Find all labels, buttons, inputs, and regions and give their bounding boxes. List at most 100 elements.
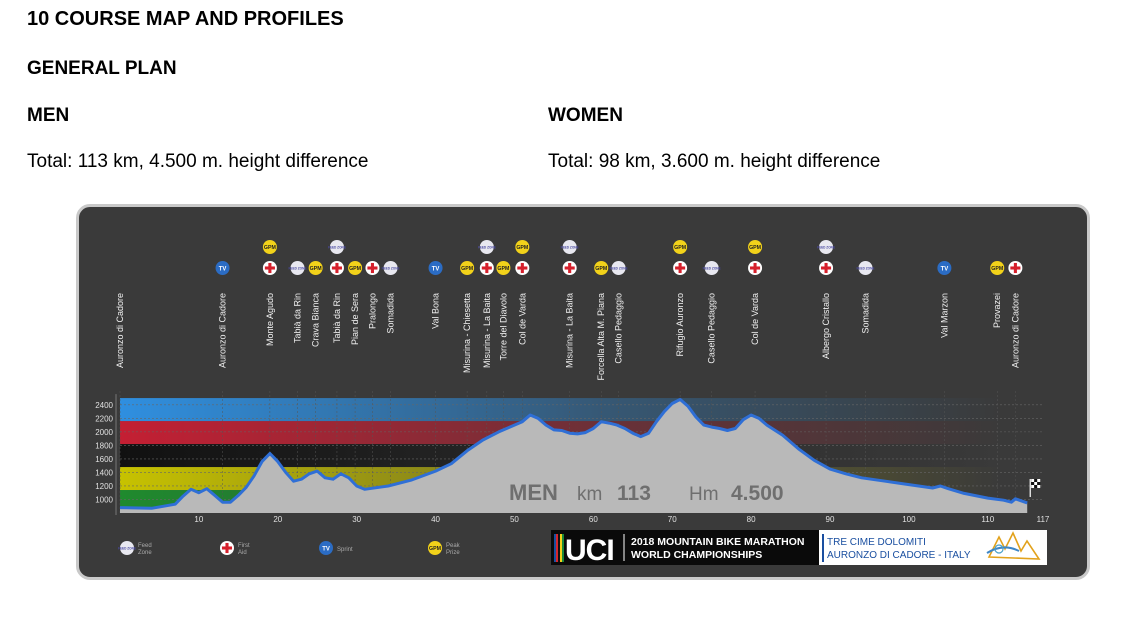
svg-text:TV: TV — [432, 267, 440, 273]
svg-text:TV: TV — [219, 267, 227, 273]
profile-area — [120, 399, 1028, 513]
flag-square — [1034, 479, 1038, 482]
location-label: Val Marzon — [939, 293, 949, 338]
y-tick-label: 1800 — [95, 441, 113, 450]
y-tick-label: 2400 — [95, 401, 113, 410]
y-tick-label: 2000 — [95, 428, 113, 437]
flag-square — [1037, 479, 1041, 482]
tv-icon: TV — [428, 261, 443, 275]
tv-icon: TV — [215, 261, 230, 275]
gpm-icon: GPM — [673, 240, 688, 254]
svg-text:FEED ZONE: FEED ZONE — [289, 267, 307, 271]
profile-overlay-label: MEN km 113 Hm 4.500 — [509, 480, 784, 505]
y-tick-label: 1600 — [95, 455, 113, 464]
x-tick-label: 20 — [273, 515, 282, 524]
overlay-text-2: 113 — [617, 482, 651, 505]
location-label: Pralongo — [367, 293, 377, 329]
section-heading: GENERAL PLAN — [27, 58, 177, 79]
location-label: Misurina - La Baita — [565, 293, 575, 368]
aid-icon — [365, 261, 380, 275]
location-label: Monte Agudo — [265, 293, 275, 346]
y-tick-label: 1200 — [95, 482, 113, 491]
gpm-icon: GPM — [428, 541, 442, 555]
svg-text:GPM: GPM — [749, 245, 762, 251]
location-label: Crava Bianca — [311, 293, 321, 347]
y-tick-label: 1000 — [95, 495, 113, 504]
gpm-icon: GPM — [515, 240, 530, 254]
x-tick-label: 70 — [668, 515, 677, 524]
svg-text:FEED ZONE: FEED ZONE — [703, 267, 721, 271]
svg-text:FEED ZONE: FEED ZONE — [817, 246, 835, 250]
aid-icon — [329, 261, 344, 275]
location-label: Provazei — [992, 293, 1002, 328]
location-label: Somadida — [386, 293, 396, 334]
gpm-icon: GPM — [748, 240, 763, 254]
location-label: Auronzo di Cadore — [1010, 293, 1020, 368]
gpm-icon: GPM — [496, 261, 511, 275]
legend-label: Sprint — [337, 547, 353, 553]
flag-square — [1037, 482, 1041, 485]
location-label: Pian de Sera — [350, 293, 360, 345]
svg-text:FEED ZONE: FEED ZONE — [382, 267, 400, 271]
legend-label: First — [238, 543, 250, 549]
gpm-icon: GPM — [348, 261, 363, 275]
x-tick-label: 50 — [510, 515, 519, 524]
x-tick-label: 117 — [1037, 515, 1050, 524]
aid-icon — [262, 261, 277, 275]
women-total: Total: 98 km, 3.600 m. height difference — [548, 151, 881, 172]
svg-text:FEED ZONE: FEED ZONE — [478, 246, 496, 250]
svg-text:GPM: GPM — [429, 546, 442, 552]
feed-icon: FEED ZONE — [289, 261, 307, 275]
host-line2: AURONZO DI CADORE - ITALY — [827, 550, 971, 561]
tre-cime-emblem-icon — [986, 531, 1041, 560]
flag-square — [1031, 485, 1035, 488]
location-group: Auronzo di Cadore Auronzo di Cadore TV Mont… — [115, 240, 1023, 381]
svg-text:GPM: GPM — [674, 245, 687, 251]
uci-logo: UCI — [565, 534, 614, 567]
elevation-profile-chart: 1000 1200 1400 1600 1800 2000 2200 2400 10 20 30 40… — [95, 240, 1050, 567]
tv-icon: TV — [319, 541, 333, 555]
rainbow-stripe — [554, 534, 556, 562]
rainbow-stripe — [556, 534, 558, 562]
legend-label: Feed — [138, 543, 152, 549]
location-label: Val Bona — [431, 293, 441, 329]
location-label: Col de Varda — [750, 293, 760, 345]
location-label: Misurina - La Baita — [482, 293, 492, 368]
location-label: Tabià da Rin — [293, 293, 303, 343]
svg-text:GPM: GPM — [461, 266, 474, 272]
page-heading: 10 COURSE MAP AND PROFILES — [27, 8, 344, 30]
rainbow-stripe — [560, 534, 562, 562]
location-label: Casello Pedaggio — [707, 293, 717, 364]
location-label: Auronzo di Cadore — [115, 293, 125, 368]
elevation-band — [120, 398, 1003, 422]
svg-text:GPM: GPM — [349, 266, 362, 272]
event-title-line2: WORLD CHAMPIONSHIPS — [631, 549, 762, 561]
aid-icon — [1008, 261, 1023, 275]
location-label: Auronzo di Cadore — [218, 293, 228, 368]
legend-label: Prize — [446, 550, 460, 556]
x-tick-label: 40 — [431, 515, 440, 524]
svg-text:FEED ZONE: FEED ZONE — [857, 267, 875, 271]
legend-label: Aid — [238, 550, 247, 556]
flag-square — [1034, 482, 1038, 485]
aid-icon — [673, 261, 688, 275]
svg-text:GPM: GPM — [310, 266, 323, 272]
x-tick-label: 30 — [352, 515, 361, 524]
women-label: WOMEN — [548, 105, 623, 126]
x-tick-label: 90 — [826, 515, 835, 524]
svg-text:FEED ZONE: FEED ZONE — [328, 246, 346, 250]
rainbow-stripe — [558, 534, 560, 562]
host-accent — [822, 534, 824, 562]
host-line1: TRE CIME DOLOMITI — [827, 537, 926, 548]
location-label: Rifugio Auronzo — [675, 293, 685, 357]
aid-icon — [562, 261, 577, 275]
location-label: Col de Varda — [517, 293, 527, 345]
event-title-line1: 2018 MOUNTAIN BIKE MARATHON — [631, 536, 804, 548]
finish-flag-icon — [1031, 479, 1041, 488]
men-total: Total: 113 km, 4.500 m. height differenc… — [27, 151, 369, 172]
gpm-icon: GPM — [262, 240, 277, 254]
overlay-text-3: Hm — [689, 484, 719, 505]
location-label: Albergo Cristallo — [821, 293, 831, 359]
feed-icon: FEED ZONE — [118, 541, 136, 555]
overlay-text-0: MEN — [509, 480, 558, 505]
